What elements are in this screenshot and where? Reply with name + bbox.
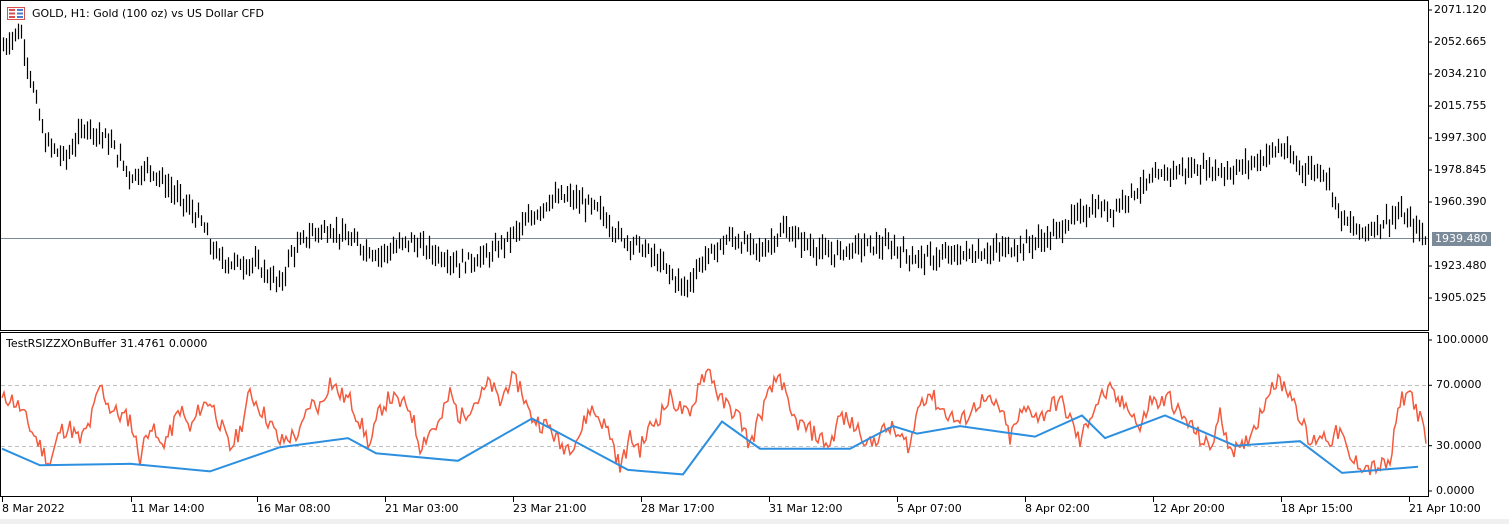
time-axis-label: 8 Mar 2022 — [2, 502, 65, 515]
zigzag-line — [1, 414, 1419, 476]
price-axis-label: 1960.390 — [1434, 195, 1487, 208]
chart-title: GOLD, H1: Gold (100 oz) vs US Dollar CFD — [32, 7, 264, 20]
indicator-axis-label: 100.0000 — [1436, 333, 1489, 346]
indicator-panel[interactable] — [0, 332, 1429, 497]
time-axis-label: 8 Apr 02:00 — [1025, 502, 1090, 515]
indicator-axis-label: 30.0000 — [1436, 438, 1482, 452]
time-axis-label: 28 Mar 17:00 — [641, 502, 715, 515]
time-axis-label: 11 Mar 14:00 — [131, 502, 205, 515]
price-bars — [2, 23, 1427, 298]
current-price-tag: 1939.480 — [1432, 231, 1491, 246]
time-axis-label: 12 Apr 20:00 — [1153, 502, 1225, 515]
time-axis-label: 23 Mar 21:00 — [513, 502, 587, 515]
price-axis-label: 2052.665 — [1434, 35, 1487, 48]
time-axis-label: 18 Apr 15:00 — [1281, 502, 1353, 515]
price-axis-label: 1905.025 — [1434, 291, 1487, 304]
price-axis-label: 2071.120 — [1434, 3, 1487, 16]
status-strip — [0, 519, 1509, 524]
time-axis-label: 5 Apr 07:00 — [897, 502, 962, 515]
price-axis-label: 2034.210 — [1434, 67, 1487, 80]
time-axis-label: 21 Apr 10:00 — [1409, 502, 1481, 515]
time-axis-label: 16 Mar 08:00 — [257, 502, 331, 515]
price-axis-label: 2015.755 — [1434, 99, 1487, 112]
indicator-title: TestRSIZZXOnBuffer 31.4761 0.0000 — [6, 337, 208, 350]
chart-window-icon — [7, 7, 25, 20]
time-axis-label: 21 Mar 03:00 — [385, 502, 459, 515]
indicator-axis-label: 0.0000 — [1436, 484, 1475, 497]
time-axis-label: 31 Mar 12:00 — [769, 502, 843, 515]
price-axis-label: 1923.480 — [1434, 259, 1487, 272]
price-chart-panel[interactable] — [0, 0, 1429, 331]
indicator-axis-label: 70.0000 — [1436, 378, 1482, 392]
price-axis-label: 1978.845 — [1434, 163, 1487, 176]
price-axis-label: 1997.300 — [1434, 131, 1487, 144]
